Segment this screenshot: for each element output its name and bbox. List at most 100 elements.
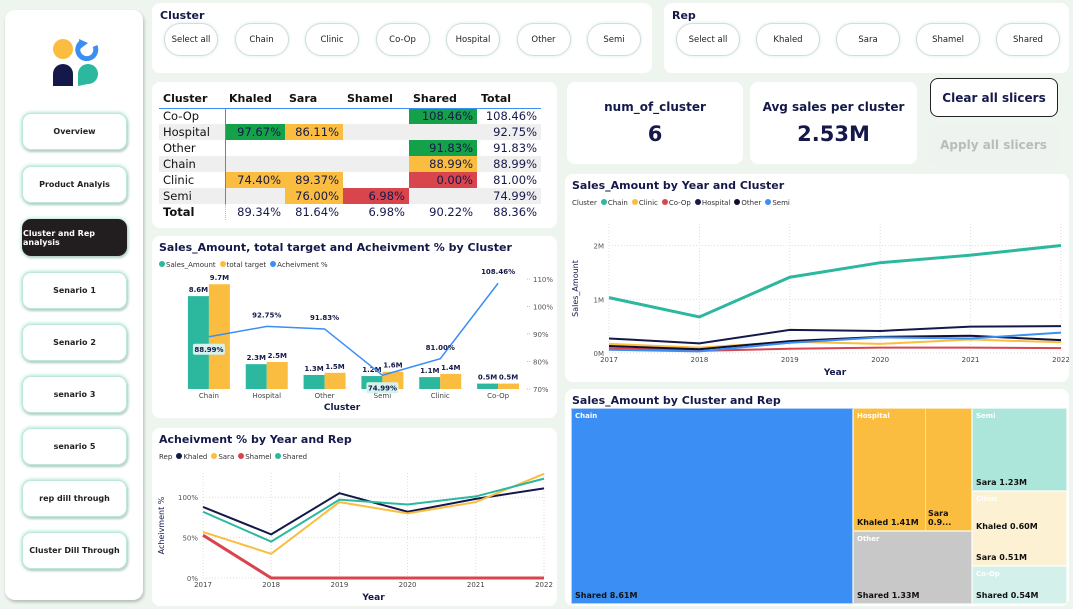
series-line-semi[interactable] bbox=[608, 331, 1062, 353]
rep-option-select-all[interactable]: Select all bbox=[676, 23, 740, 56]
cluster-option-co-op[interactable]: Co-Op bbox=[375, 23, 430, 56]
bar-sales-amount[interactable] bbox=[419, 377, 441, 389]
legend-dot-icon bbox=[734, 199, 741, 205]
cluster-option-select-all[interactable]: Select all bbox=[164, 23, 218, 56]
legend-item[interactable]: Khaled bbox=[176, 453, 207, 461]
matrix-cell bbox=[285, 108, 343, 124]
y-tick-label: 0% bbox=[187, 575, 198, 583]
legend-dot-icon bbox=[270, 261, 277, 267]
bar-total-target[interactable] bbox=[324, 372, 346, 389]
matrix-cell: 81.00% bbox=[493, 173, 537, 187]
matrix-column-header[interactable]: Total bbox=[477, 90, 541, 109]
matrix-column-header[interactable]: Cluster bbox=[159, 90, 225, 109]
matrix-row[interactable]: Hospital 97.67% 86.11% 92.75% bbox=[159, 124, 541, 140]
legend-dot-icon bbox=[275, 453, 282, 459]
bar-sales-amount[interactable] bbox=[187, 296, 209, 389]
legend-item[interactable]: Hospital bbox=[694, 199, 730, 207]
nav-button-rep-dill-through[interactable]: rep dill through bbox=[22, 480, 127, 517]
sidebar: Overview Product Analyis Cluster and Rep a… bbox=[5, 10, 143, 600]
bar-sales-amount[interactable] bbox=[303, 374, 325, 389]
matrix-cell bbox=[285, 156, 343, 172]
line-data-label: 74.99% bbox=[368, 384, 397, 392]
legend-item[interactable]: Other bbox=[734, 199, 761, 207]
treemap-cell-other[interactable]: Other Shared 1.33M bbox=[853, 531, 972, 604]
nav-button-product-analyis[interactable]: Product Analyis bbox=[22, 166, 127, 203]
matrix-cell bbox=[343, 172, 409, 188]
matrix-cell: 86.11% bbox=[285, 124, 343, 140]
rep-option-shared[interactable]: Shared bbox=[996, 23, 1060, 56]
series-line-hospital[interactable] bbox=[608, 325, 1062, 345]
legend-item[interactable]: Sara bbox=[211, 453, 234, 461]
series-line-shared[interactable] bbox=[202, 477, 545, 543]
chart-title: Sales_Amount, total target and Acheivmen… bbox=[159, 241, 512, 254]
series-line-shamel[interactable] bbox=[202, 533, 544, 580]
matrix-row[interactable]: Semi 76.00% 6.98% 74.99% bbox=[159, 188, 541, 204]
matrix-row[interactable]: Other 91.83% 91.83% bbox=[159, 140, 541, 156]
cluster-option-clinic[interactable]: Clinic bbox=[305, 23, 359, 56]
legend-title: Cluster bbox=[572, 199, 597, 207]
bar-total-target[interactable] bbox=[208, 284, 230, 389]
nav-button-senario-3[interactable]: senario 3 bbox=[22, 376, 127, 413]
treemap-cell-co-op[interactable]: Co-Op Shared 0.54M bbox=[972, 566, 1067, 604]
legend-item[interactable]: Co-Op bbox=[661, 199, 691, 207]
nav-button-overview[interactable]: Overview bbox=[22, 113, 127, 150]
legend-label: Sara bbox=[218, 453, 235, 461]
legend-dot-icon bbox=[159, 261, 165, 267]
treemap-cell-semi[interactable]: Semi Sara 1.23M bbox=[972, 408, 1067, 491]
y-tick-label: 100% bbox=[178, 494, 198, 502]
nav-button-cluster-and-rep-analysis[interactable]: Cluster and Rep analysis bbox=[22, 219, 127, 256]
nav-button-senario-5[interactable]: senario 5 bbox=[22, 428, 127, 465]
matrix-row[interactable]: Chain 88.99% 88.99% bbox=[159, 156, 541, 172]
matrix-total-cell: 6.98% bbox=[368, 205, 405, 219]
bar-total-target[interactable] bbox=[498, 383, 520, 389]
treemap-value-label: Sara 0.9... bbox=[928, 509, 952, 527]
series-line-sara[interactable] bbox=[202, 472, 545, 555]
nav-button-cluster-dill-through[interactable]: Cluster Dill Through bbox=[22, 532, 127, 569]
legend-item[interactable]: Clinic bbox=[631, 199, 658, 207]
apply-all-slicers-button[interactable]: Apply all slicers bbox=[927, 124, 1060, 166]
matrix-cell: 6.98% bbox=[343, 188, 409, 204]
legend-item[interactable]: Acheivment % bbox=[270, 261, 328, 269]
rep-option-sara[interactable]: Sara bbox=[836, 23, 900, 56]
legend-item[interactable]: Semi bbox=[765, 199, 790, 207]
x-tick-label: 2019 bbox=[781, 356, 799, 364]
legend-item[interactable]: total target bbox=[219, 261, 266, 269]
clear-all-slicers-button[interactable]: Clear all slicers bbox=[930, 78, 1058, 117]
matrix-column-header[interactable]: Sara bbox=[285, 90, 343, 109]
achievement-line[interactable] bbox=[208, 282, 499, 377]
matrix-row[interactable]: Clinic 74.40% 89.37% 0.00% 81.00% bbox=[159, 172, 541, 188]
cluster-option-chain[interactable]: Chain bbox=[234, 23, 289, 56]
legend-item[interactable]: Chain bbox=[600, 199, 628, 207]
rep-slicer: Rep Select all Khaled Sara Shamel Shared bbox=[664, 3, 1069, 73]
matrix-row[interactable]: Co-Op 108.46% 108.46% bbox=[159, 108, 541, 124]
treemap-cell-hospital[interactable]: Hospital Khaled 1.41M Sara 0.9... bbox=[853, 408, 972, 531]
bar-sales-amount[interactable] bbox=[477, 383, 499, 389]
rep-option-khaled[interactable]: Khaled bbox=[756, 23, 820, 56]
nav-button-senario-1[interactable]: Senario 1 bbox=[22, 272, 127, 309]
y-tick-label: 0M bbox=[594, 350, 605, 358]
matrix-column-header[interactable]: Shared bbox=[409, 90, 477, 109]
legend-label: Sales_Amount bbox=[166, 261, 216, 269]
matrix-column-header[interactable]: Shamel bbox=[343, 90, 409, 109]
treemap-cell-chain[interactable]: Chain Shared 8.61M bbox=[571, 408, 853, 604]
kpi-value: 2.53M bbox=[797, 122, 870, 146]
treemap-category-label: Other bbox=[857, 535, 880, 543]
line-label-bg bbox=[192, 343, 225, 355]
series-line-chain[interactable] bbox=[608, 244, 1062, 319]
bar-total-target[interactable] bbox=[440, 373, 462, 389]
treemap-cell-clinic[interactable]: Clinic Khaled 0.60M Sara 0.51M bbox=[972, 491, 1067, 566]
kpi-label: Avg sales per cluster bbox=[762, 100, 905, 114]
cluster-option-hospital[interactable]: Hospital bbox=[446, 23, 500, 56]
legend-item[interactable]: Sales_Amount bbox=[159, 261, 216, 269]
nav-button-senario-2[interactable]: Senario 2 bbox=[22, 324, 127, 361]
bar-total-target[interactable] bbox=[266, 362, 288, 389]
rep-option-shamel[interactable]: Shamel bbox=[916, 23, 980, 56]
legend-item[interactable]: Shamel bbox=[238, 453, 271, 461]
cluster-option-semi[interactable]: Semi bbox=[587, 23, 641, 56]
bar-sales-amount[interactable] bbox=[245, 364, 267, 389]
series-line-clinic[interactable] bbox=[608, 338, 1062, 349]
legend-item[interactable]: Shared bbox=[275, 453, 307, 461]
legend-label: Other bbox=[741, 199, 762, 207]
cluster-option-other[interactable]: Other bbox=[516, 23, 571, 56]
matrix-column-header[interactable]: Khaled bbox=[225, 90, 285, 109]
